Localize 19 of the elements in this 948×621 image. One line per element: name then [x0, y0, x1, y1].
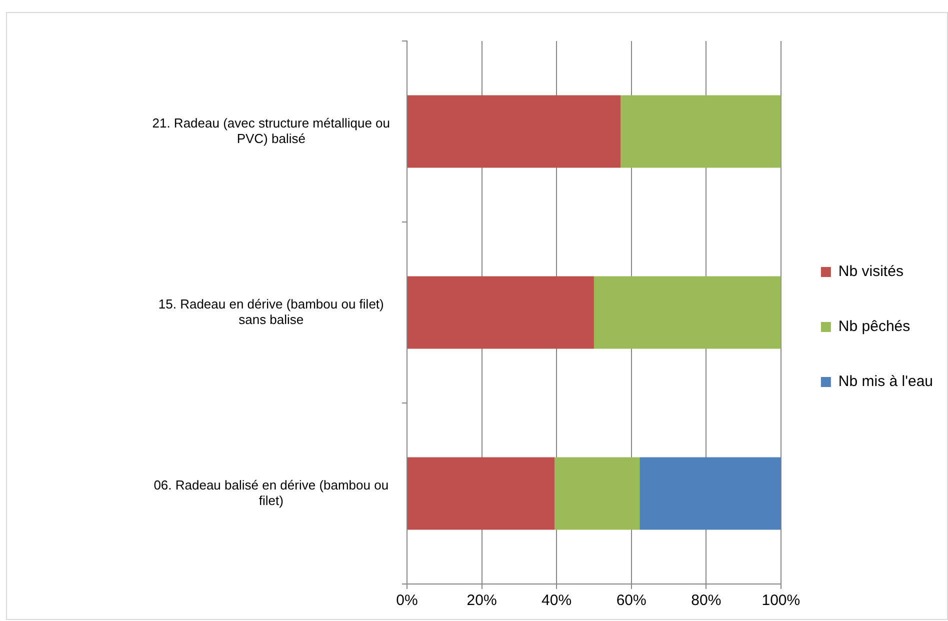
x-tick-label: 100%	[762, 592, 800, 610]
bar	[408, 95, 621, 168]
y-tick-label: 21. Radeau (avec structure métallique ou PVC) balisé	[152, 115, 390, 146]
x-tick-label: 40%	[542, 592, 572, 610]
y-tick-label: 06. Radeau balisé en dérive (bambou ou filet)	[154, 477, 389, 508]
x-tick-label: 60%	[616, 592, 646, 610]
x-tick-label: 20%	[466, 592, 497, 610]
bar	[554, 457, 640, 530]
legend-label: Nb pêchés	[838, 318, 910, 336]
y-tick-label: 15. Radeau en dérive (bambou ou filet) sans balise	[158, 296, 384, 327]
bar	[640, 457, 781, 530]
x-tick-label: 0%	[396, 592, 418, 610]
bar	[408, 457, 555, 530]
bar	[594, 276, 781, 349]
legend-label: Nb visités	[838, 263, 904, 280]
bar	[408, 276, 594, 349]
bar	[620, 95, 781, 168]
x-tick-label: 80%	[691, 592, 722, 610]
legend-label: Nb mis à l'eau	[838, 373, 934, 390]
